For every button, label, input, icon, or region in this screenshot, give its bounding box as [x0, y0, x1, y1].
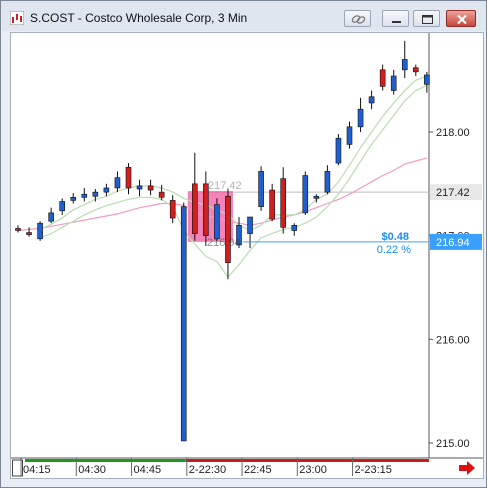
candle-body[interactable] — [192, 183, 198, 234]
price-change-label: $0.48 — [381, 231, 409, 243]
candle-body[interactable] — [346, 126, 353, 145]
candle-body[interactable] — [59, 201, 66, 212]
short-ma-upper-line — [39, 75, 428, 232]
candle-body[interactable] — [147, 185, 154, 191]
y-tick-label: 216.00 — [436, 334, 470, 346]
candle-body[interactable] — [70, 197, 77, 201]
time-scroll-handle[interactable] — [12, 459, 23, 477]
session-bar-previous — [25, 459, 186, 462]
candle-body[interactable] — [236, 225, 242, 246]
candle-body[interactable] — [313, 195, 320, 199]
candle-body[interactable] — [379, 69, 386, 87]
candle-body[interactable] — [324, 171, 331, 193]
candle-body[interactable] — [26, 232, 32, 235]
candle-body[interactable] — [203, 183, 209, 236]
highlight-price-label: 216.94 — [207, 237, 241, 249]
short-ma-lower-line — [39, 84, 428, 279]
close-icon — [457, 14, 467, 25]
crosshair-price-tag-text: 217.42 — [436, 187, 470, 199]
candle-body[interactable] — [258, 171, 264, 207]
candle-body[interactable] — [302, 175, 309, 214]
candle-body[interactable] — [401, 59, 408, 71]
candle-body[interactable] — [37, 222, 43, 240]
maximize-button[interactable] — [413, 10, 440, 27]
maximize-icon — [422, 15, 433, 24]
candle-body[interactable] — [269, 189, 275, 220]
x-tick-label: 04:15 — [23, 464, 51, 476]
candle-body[interactable] — [291, 225, 298, 231]
y-tick-label: 215.00 — [436, 438, 470, 450]
window-title: S.COST - Costco Wholesale Corp, 3 Min — [30, 11, 248, 25]
candle-body[interactable] — [390, 75, 397, 91]
x-tick-label: 04:30 — [78, 464, 106, 476]
candle-body[interactable] — [125, 166, 132, 189]
x-tick-label: 22:45 — [244, 464, 272, 476]
link-icon — [351, 15, 366, 24]
candle-body[interactable] — [214, 204, 220, 240]
x-tick-label: 2-22:30 — [189, 464, 226, 476]
candle-body[interactable] — [15, 228, 21, 231]
chart-area[interactable]: 218.00217.00216.00215.00217.42217.42216.… — [10, 32, 484, 479]
link-button[interactable] — [344, 10, 371, 27]
x-tick-label: 2-23:15 — [355, 464, 392, 476]
last-price-tag-text: 216.94 — [436, 237, 470, 249]
candle-body[interactable] — [114, 177, 121, 189]
candle-body[interactable] — [368, 96, 375, 104]
candlestick-chart[interactable]: 218.00217.00216.00215.00217.42217.42216.… — [11, 33, 483, 478]
candle-body[interactable] — [247, 216, 253, 234]
candle-body[interactable] — [136, 185, 143, 190]
candle-body[interactable] — [158, 191, 165, 198]
candle-body[interactable] — [48, 212, 54, 222]
candle-body[interactable] — [169, 200, 176, 219]
minimize-icon — [392, 21, 401, 23]
candle-body[interactable] — [225, 195, 231, 263]
candle-body[interactable] — [412, 67, 419, 73]
candle-body[interactable] — [424, 74, 430, 85]
price-change-percent-label: 0.22 % — [377, 244, 411, 256]
crosshair-price-tag — [430, 184, 482, 201]
title-bar[interactable]: S.COST - Costco Wholesale Corp, 3 Min — [1, 1, 486, 31]
x-tick-label: 04:45 — [134, 464, 162, 476]
candle-body[interactable] — [280, 178, 287, 228]
candle-body[interactable] — [180, 206, 187, 442]
arrow-right-icon[interactable] — [457, 460, 477, 476]
minimize-button[interactable] — [382, 10, 409, 27]
long-moving-average-line — [17, 157, 428, 232]
crosshair-price-label: 217.42 — [208, 180, 242, 192]
candle-body[interactable] — [81, 193, 88, 198]
x-tick-label: 23:00 — [299, 464, 327, 476]
last-price-tag — [430, 233, 482, 250]
close-button[interactable] — [446, 10, 476, 27]
y-tick-label: 218.00 — [436, 127, 470, 139]
candle-body[interactable] — [103, 187, 110, 193]
session-bar-current — [185, 459, 429, 462]
candle-body[interactable] — [357, 108, 364, 128]
candle-body[interactable] — [92, 191, 99, 197]
chart-app-icon — [10, 11, 24, 25]
candle-body[interactable] — [335, 137, 342, 164]
